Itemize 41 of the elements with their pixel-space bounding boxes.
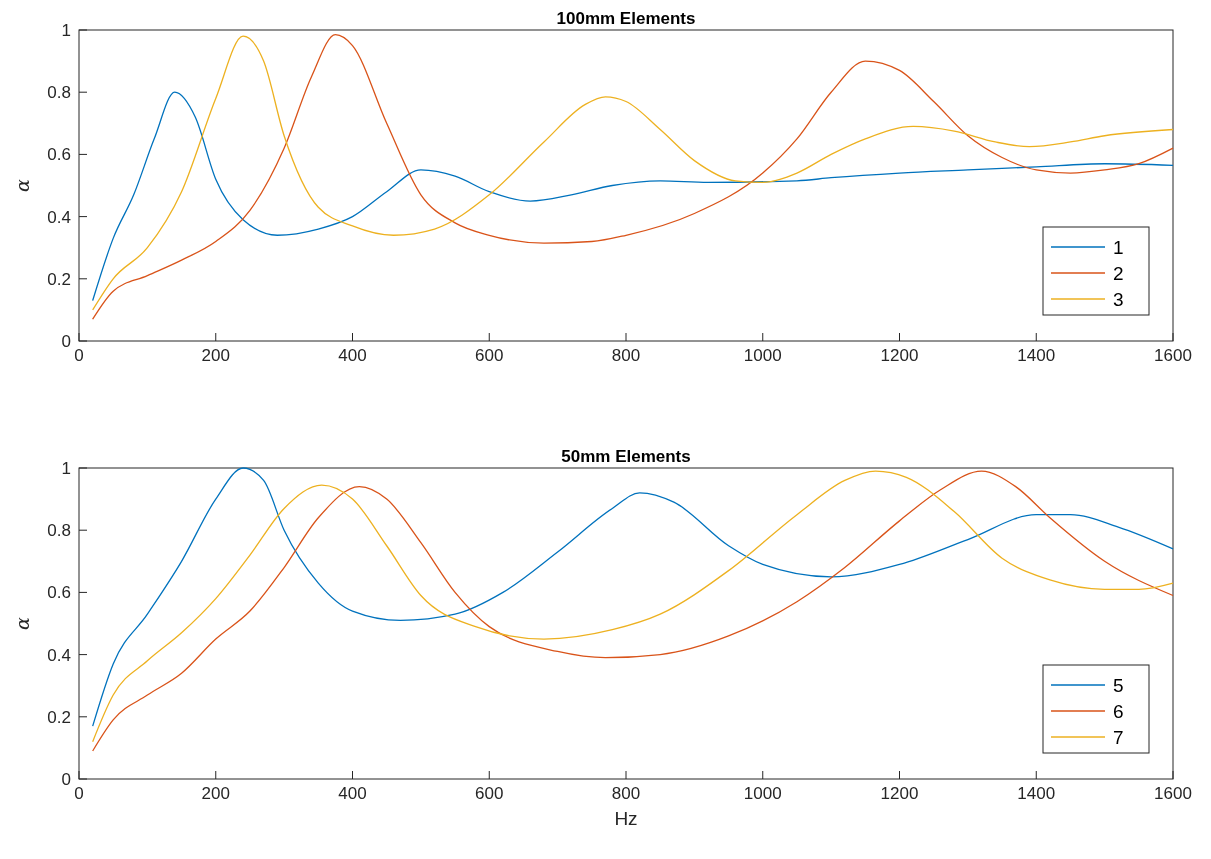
y-axis-title: α — [11, 178, 33, 192]
y-tick-label: 0.4 — [47, 645, 71, 665]
x-tick-label: 400 — [338, 784, 367, 803]
y-tick-label: 1 — [61, 459, 71, 478]
y-tick-label: 1 — [61, 21, 71, 40]
y-tick-label: 0.2 — [47, 707, 71, 727]
legend-label: 1 — [1113, 237, 1124, 258]
x-tick-label: 600 — [475, 784, 504, 803]
x-tick-label: 1600 — [1154, 346, 1192, 365]
y-tick-label: 0.6 — [47, 145, 71, 165]
legend-label: 6 — [1113, 701, 1124, 722]
x-tick-label: 1200 — [880, 784, 919, 803]
x-tick-label: 200 — [201, 784, 230, 803]
x-axis-title: Hz — [614, 808, 638, 829]
x-tick-label: 1200 — [880, 346, 919, 365]
y-tick-label: 0.8 — [47, 83, 71, 103]
x-tick-label: 400 — [338, 346, 367, 365]
x-tick-label: 800 — [611, 784, 641, 803]
legend-label: 7 — [1113, 727, 1124, 748]
y-tick-label: 0.6 — [47, 583, 71, 603]
x-tick-label: 1400 — [1017, 346, 1056, 365]
x-tick-label: 600 — [475, 346, 504, 365]
x-tick-label: 0 — [74, 784, 84, 803]
legend-label: 3 — [1113, 289, 1124, 310]
chart-title: 50mm Elements — [561, 447, 691, 466]
y-tick-label: 0 — [61, 332, 71, 351]
x-tick-label: 1000 — [743, 346, 782, 365]
x-tick-label: 800 — [611, 346, 641, 365]
x-tick-label: 1400 — [1017, 784, 1056, 803]
x-tick-label: 1000 — [743, 784, 782, 803]
y-axis-title: α — [11, 616, 33, 630]
x-tick-label: 1600 — [1154, 784, 1192, 803]
legend-label: 2 — [1113, 263, 1124, 284]
y-tick-label: 0 — [61, 770, 71, 789]
y-tick-label: 0.2 — [47, 269, 71, 289]
chart-title: 100mm Elements — [556, 9, 696, 28]
y-tick-label: 0.8 — [47, 521, 71, 541]
x-tick-label: 200 — [201, 346, 230, 365]
y-tick-label: 0.4 — [47, 207, 71, 227]
x-tick-label: 0 — [74, 346, 84, 365]
legend-label: 5 — [1113, 675, 1124, 696]
